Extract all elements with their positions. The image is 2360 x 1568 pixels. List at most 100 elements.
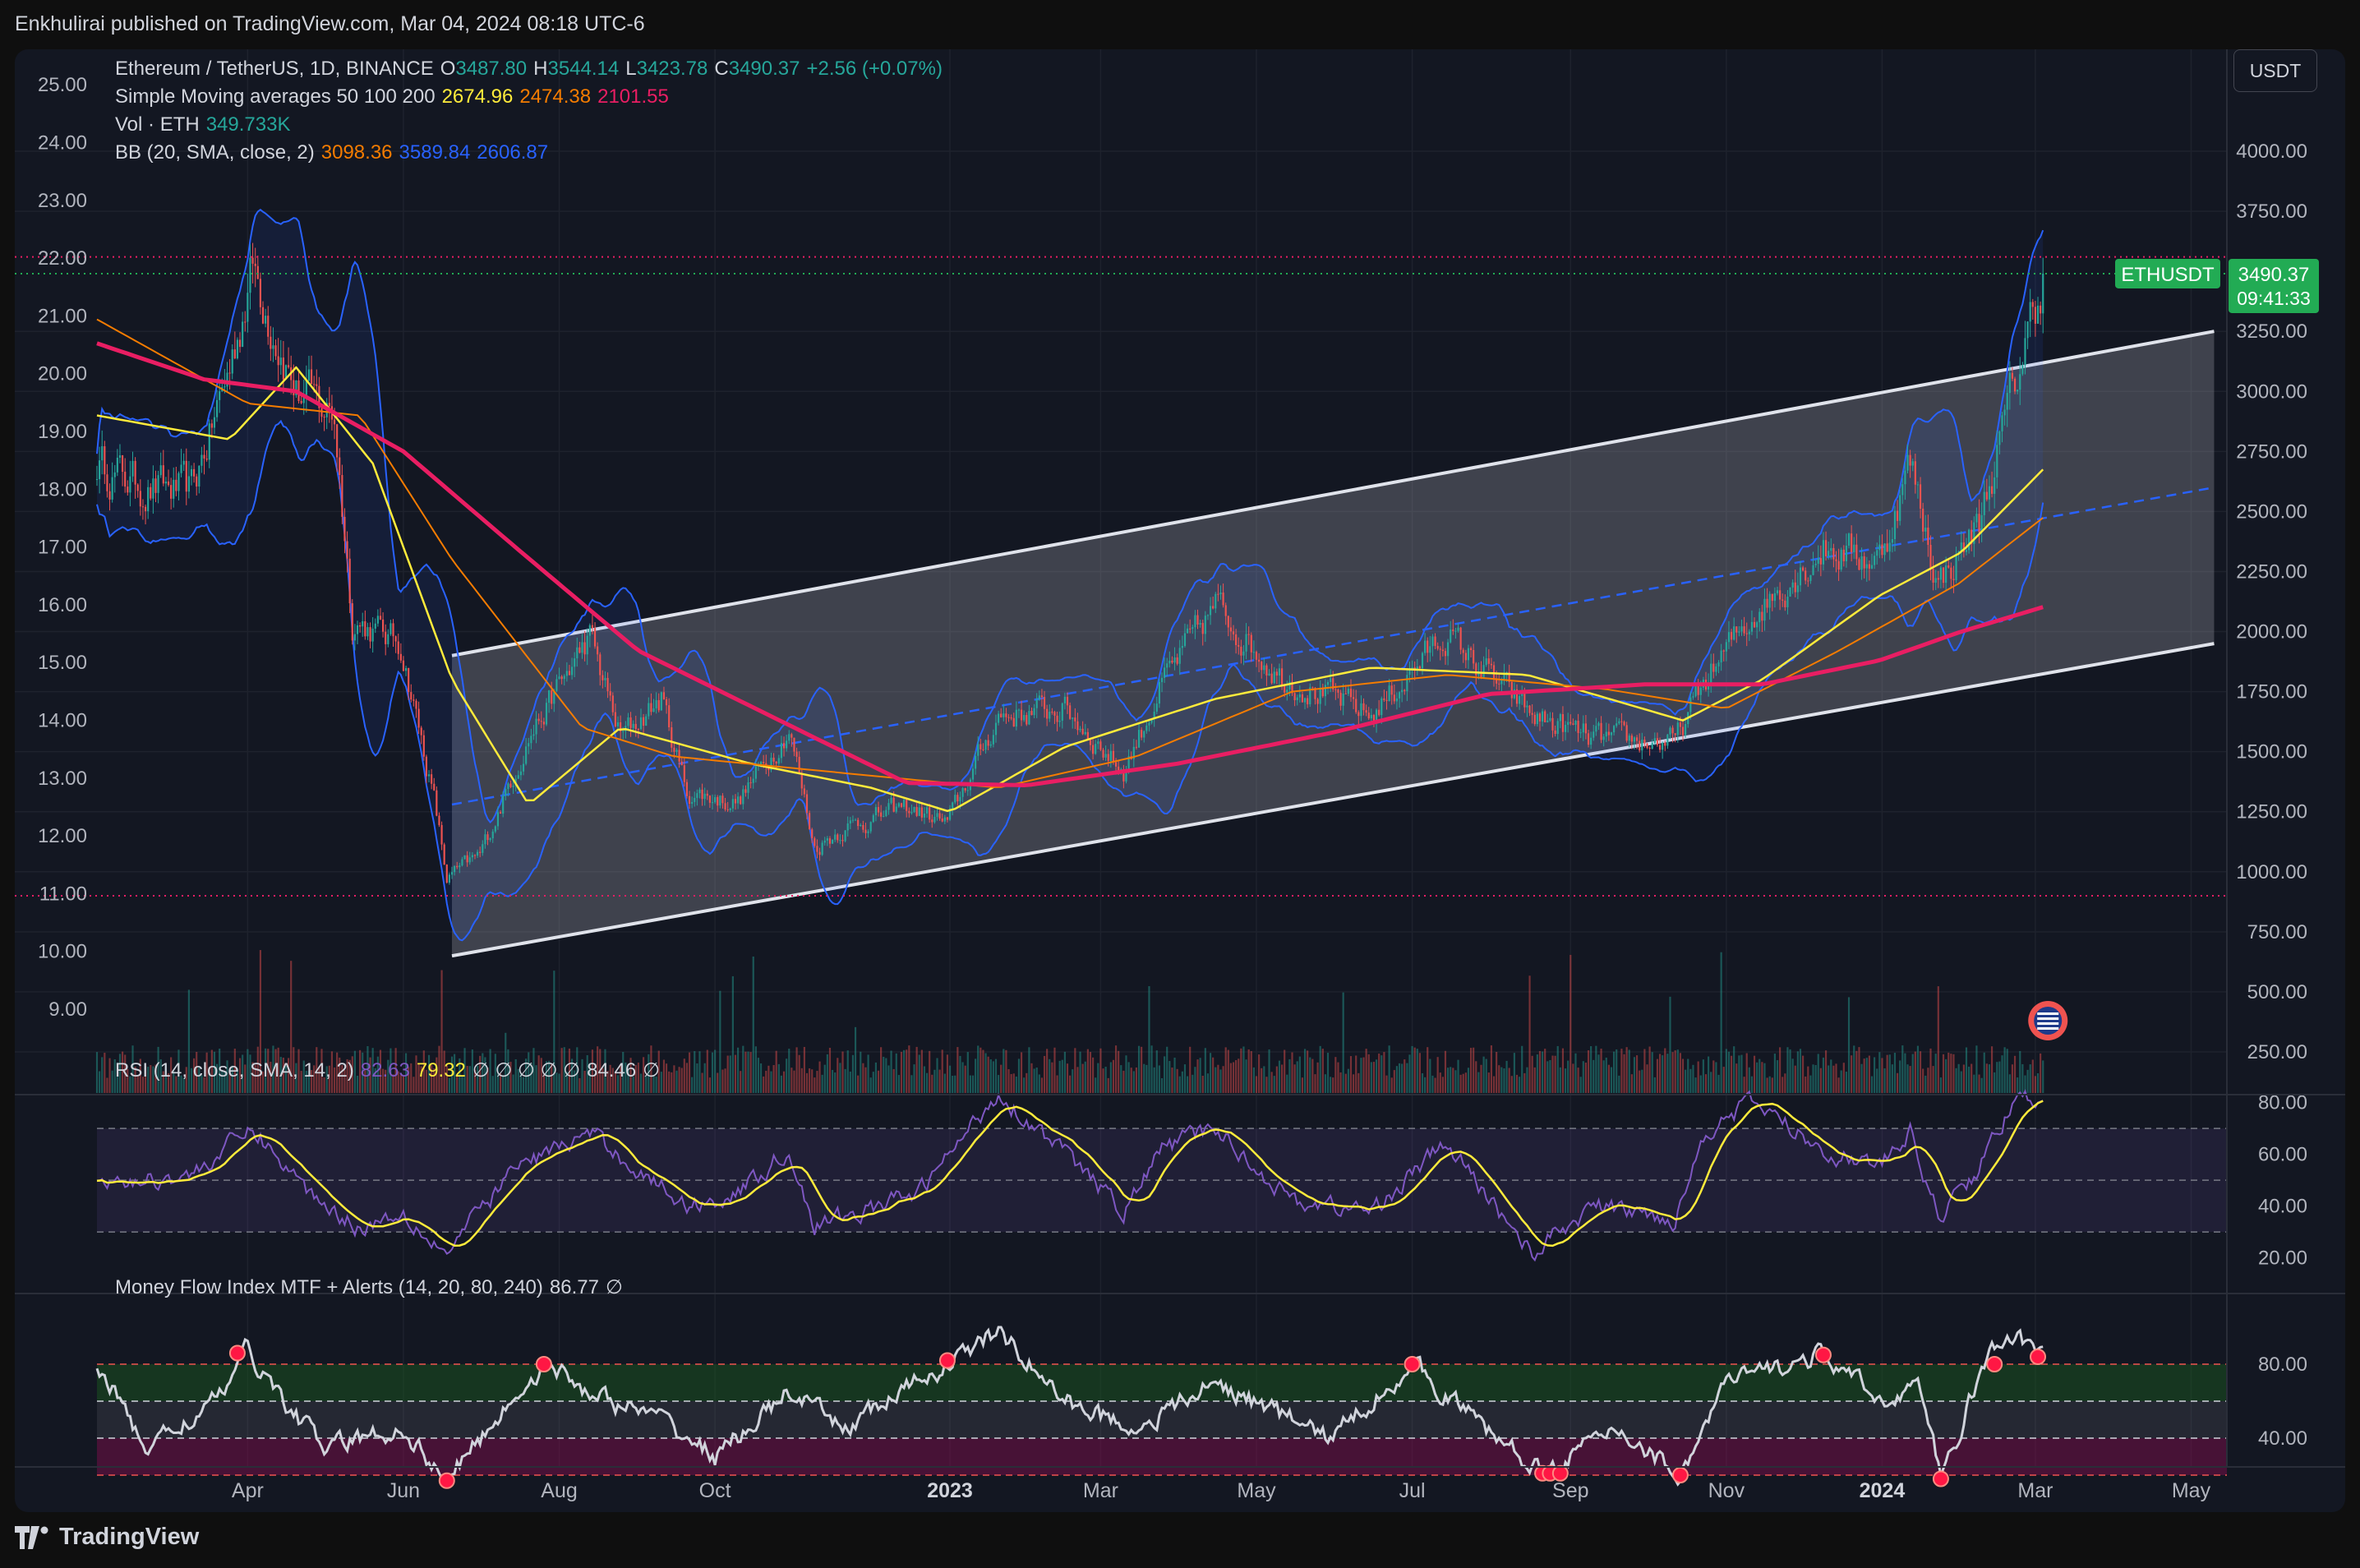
legend-vol-label[interactable]: Vol · ETH: [115, 113, 200, 136]
volume-bar: [1865, 1058, 1868, 1093]
chart-frame[interactable]: 250.00 500.00 750.00 1000.00 1250.00 1500.00 1…: [15, 49, 2345, 1512]
volume-bar: [1401, 1063, 1404, 1093]
volume-bar: [1137, 1045, 1141, 1093]
mfi-overbought-zone: [97, 1364, 2227, 1401]
candle-body: [1196, 615, 1199, 625]
candle-body: [671, 726, 673, 748]
price-axis-tick: 1250.00: [2236, 801, 2307, 823]
left-axis-tick: 15.00: [38, 652, 87, 674]
price-axis-tick: 1000.00: [2236, 861, 2307, 883]
regression-channel[interactable]: [451, 330, 2215, 958]
legend-rsi-label[interactable]: RSI (14, close, SMA, 14, 2): [115, 1059, 354, 1081]
candle-body: [1298, 694, 1301, 698]
candle-body: [1051, 712, 1053, 713]
volume-bar: [1007, 1069, 1010, 1093]
volume-bar: [353, 1050, 356, 1093]
volume-bar: [560, 1048, 563, 1093]
candle-body: [834, 834, 837, 840]
event-flag-icon[interactable]: [2028, 1001, 2068, 1040]
mfi-alert-dot: [1551, 1464, 1569, 1482]
volume-bar: [616, 1075, 620, 1093]
volume-bar: [657, 1050, 660, 1093]
volume-bar: [450, 1056, 454, 1093]
candle-body: [1005, 713, 1007, 717]
candle-body: [864, 829, 867, 833]
candle-body: [95, 479, 99, 481]
candle-body: [1715, 666, 1717, 672]
candle-body: [574, 658, 576, 667]
volume-bar: [1950, 1054, 1952, 1093]
legend-mfi-label[interactable]: Money Flow Index MTF + Alerts (14, 20, 8…: [115, 1276, 543, 1298]
candle-body: [1671, 727, 1674, 734]
candle-body: [1145, 725, 1148, 731]
currency-button[interactable]: USDT: [2233, 49, 2317, 92]
volume-bar: [147, 1067, 150, 1093]
volume-bar: [1521, 1045, 1523, 1093]
candle-body: [1766, 598, 1768, 608]
time-axis-tick: 2023: [927, 1479, 973, 1502]
legend-symbol[interactable]: Ethereum / TetherUS, 1D, BINANCE: [115, 58, 434, 80]
volume-bar: [1564, 1068, 1567, 1093]
volume-bar: [959, 1055, 961, 1093]
candle-body: [1166, 663, 1168, 668]
candle-body: [517, 775, 519, 779]
time-axis-tick: Jul: [1399, 1479, 1426, 1502]
volume-bar: [1362, 1057, 1365, 1093]
volume-bar: [744, 1051, 747, 1093]
candle-body: [622, 731, 625, 732]
volume-bar: [1066, 1063, 1069, 1093]
volume-bar: [975, 1058, 977, 1093]
candle-body: [754, 766, 757, 779]
candle-body: [307, 369, 311, 381]
candle-body: [1112, 750, 1115, 763]
mfi-axis-tick: 80.00: [2258, 1354, 2307, 1376]
volume-bar: [265, 1048, 267, 1093]
event-flag-stripe: [2037, 1012, 2059, 1015]
volume-bar: [831, 1069, 834, 1093]
candle-body: [1273, 671, 1275, 684]
candle-body: [1058, 721, 1061, 722]
volume-bar: [918, 1054, 920, 1093]
candle-body: [637, 729, 639, 731]
volume-bar: [1201, 1076, 1204, 1093]
volume-bar: [632, 1076, 634, 1093]
volume-bar: [1411, 1045, 1413, 1093]
candle-body: [150, 487, 152, 499]
volume-bar: [1579, 1077, 1582, 1093]
volume-bar: [1513, 1053, 1515, 1093]
candle-body: [1102, 749, 1104, 758]
tradingview-logo[interactable]: TradingView: [15, 1524, 199, 1551]
volume-bar: [494, 1054, 496, 1093]
volume-bar: [104, 1053, 106, 1093]
candle-body: [274, 345, 277, 357]
candle-body: [147, 487, 150, 512]
candle-body: [1828, 551, 1830, 556]
volume-bar: [1957, 1063, 1960, 1093]
candle-body: [551, 690, 553, 704]
volume-bar: [558, 1073, 560, 1093]
candle-body: [1878, 544, 1881, 551]
candle-body: [719, 796, 721, 806]
volume-bar: [369, 1057, 371, 1093]
candle-body: [2026, 321, 2029, 339]
legend-bb-label[interactable]: BB (20, SMA, close, 2): [115, 141, 315, 164]
volume-bar: [535, 1065, 537, 1093]
candle-body: [139, 491, 141, 507]
volume-bar: [816, 1071, 818, 1093]
legend-sma-label[interactable]: Simple Moving averages 50 100 200: [115, 85, 436, 108]
volume-bar: [1641, 1069, 1643, 1093]
candle-body: [1681, 726, 1685, 736]
mfi-axis-tick: 40.00: [2258, 1427, 2307, 1450]
volume-bar: [277, 1047, 279, 1093]
price-axis-tick: 4000.00: [2236, 141, 2307, 163]
volume-bar: [320, 1049, 323, 1093]
volume-bar: [1786, 1047, 1789, 1093]
volume-bar: [938, 1069, 941, 1093]
time-axis-tick: 2024: [1860, 1479, 1906, 1502]
volume-bar: [1196, 1059, 1199, 1093]
volume-bar: [568, 1048, 571, 1093]
chart-canvas[interactable]: 250.00500.00750.001000.001250.001500.001…: [15, 49, 2345, 1512]
pane-dividers[interactable]: [15, 49, 2345, 1468]
candle-body: [1362, 703, 1365, 711]
volume-bar: [356, 1075, 359, 1093]
